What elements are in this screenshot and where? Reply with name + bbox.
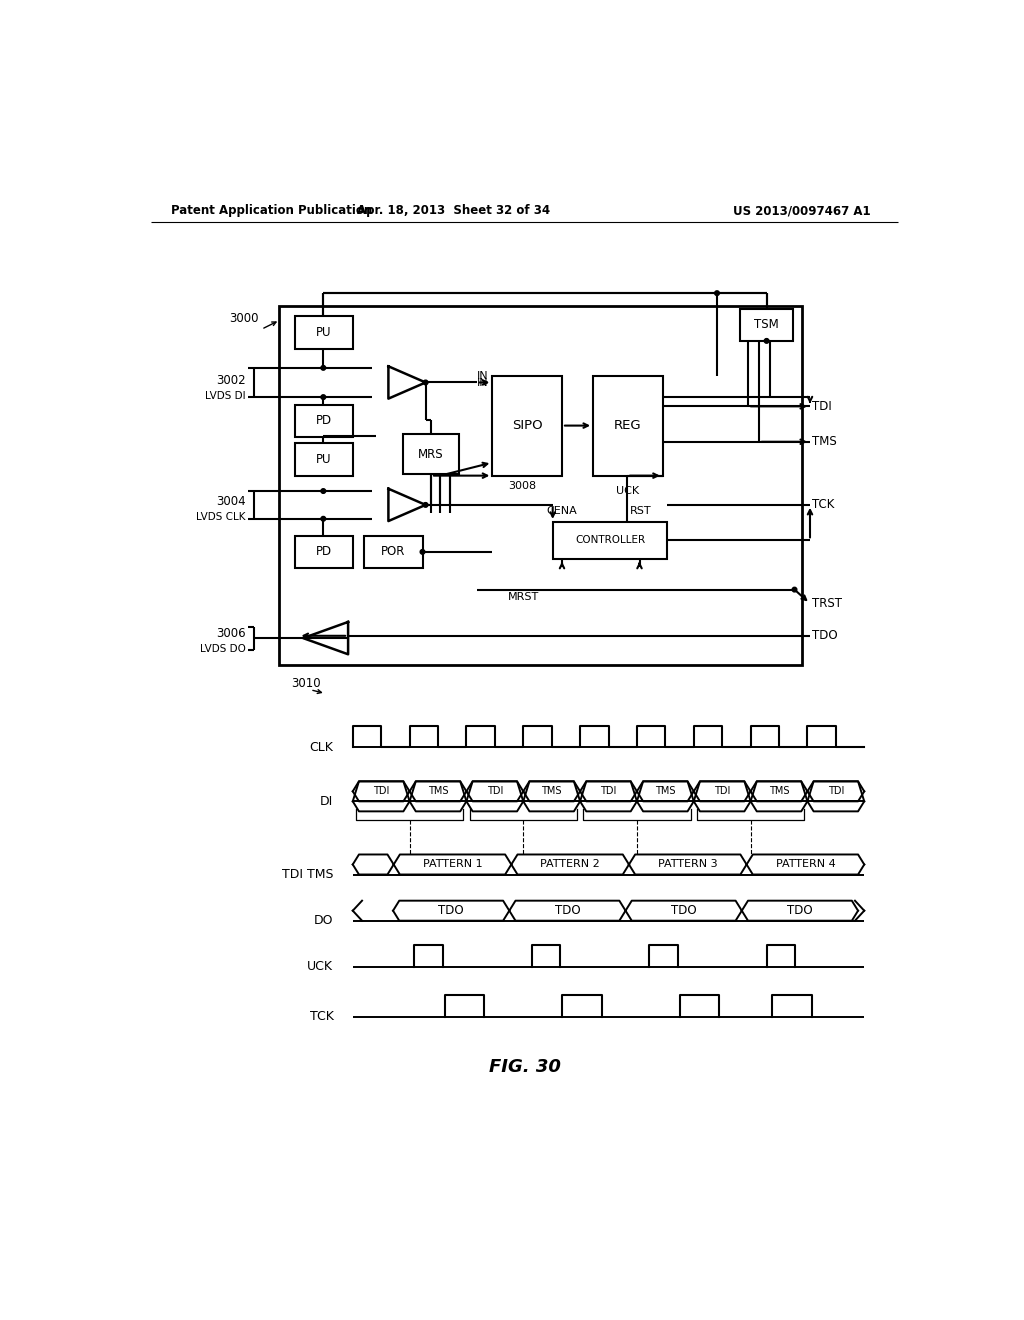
Text: TDI: TDI	[373, 787, 389, 796]
Text: 3010: 3010	[291, 677, 321, 690]
Text: TSM: TSM	[755, 318, 779, 331]
Text: IN: IN	[477, 371, 488, 380]
Circle shape	[321, 488, 326, 494]
Text: POR: POR	[381, 545, 406, 558]
Bar	[740, 309, 793, 341]
Text: Apr. 18, 2013  Sheet 32 of 34: Apr. 18, 2013 Sheet 32 of 34	[357, 205, 550, 218]
Text: LVDS DI: LVDS DI	[205, 391, 246, 400]
Text: TMS: TMS	[769, 787, 790, 796]
Circle shape	[423, 380, 428, 385]
Text: CENA: CENA	[547, 506, 578, 516]
Circle shape	[423, 503, 428, 507]
Circle shape	[321, 516, 326, 521]
Bar	[280, 306, 802, 665]
Text: TDO: TDO	[812, 630, 838, 643]
Circle shape	[715, 290, 719, 296]
Text: UCK: UCK	[307, 961, 334, 973]
Text: DO: DO	[314, 915, 334, 927]
Text: LVDS DO: LVDS DO	[200, 644, 246, 653]
Text: TDO: TDO	[787, 904, 813, 917]
Text: 3008: 3008	[508, 482, 536, 491]
Text: CLK: CLK	[309, 741, 334, 754]
Text: IN: IN	[477, 379, 488, 388]
Circle shape	[793, 587, 797, 591]
Text: PU: PU	[316, 326, 332, 339]
Text: TDI TMS: TDI TMS	[282, 869, 334, 880]
Text: TDI: TDI	[486, 787, 503, 796]
Text: PATTERN 2: PATTERN 2	[541, 859, 600, 870]
Text: TMS: TMS	[812, 436, 837, 449]
Text: TDI: TDI	[714, 787, 730, 796]
Text: PD: PD	[315, 414, 332, 428]
Bar	[553, 521, 668, 558]
Text: TMS: TMS	[542, 787, 562, 796]
Bar	[365, 536, 423, 568]
Text: TRST: TRST	[812, 597, 842, 610]
Text: PATTERN 3: PATTERN 3	[658, 859, 718, 870]
Bar	[295, 317, 352, 348]
Bar	[593, 376, 663, 475]
Text: 3006: 3006	[216, 627, 246, 640]
Text: 3004: 3004	[216, 495, 246, 508]
Text: TCK: TCK	[309, 1010, 334, 1023]
Text: DI: DI	[321, 795, 334, 808]
Text: MRS: MRS	[418, 447, 443, 461]
Text: PATTERN 4: PATTERN 4	[775, 859, 836, 870]
Bar	[295, 444, 352, 475]
Circle shape	[764, 339, 769, 343]
Text: PD: PD	[315, 545, 332, 558]
Bar	[493, 376, 562, 475]
Text: TDO: TDO	[671, 904, 696, 917]
Text: TMS: TMS	[655, 787, 676, 796]
Bar	[295, 405, 352, 437]
Text: UCK: UCK	[615, 486, 639, 496]
Bar	[295, 536, 352, 568]
Text: TDI: TDI	[812, 400, 831, 413]
Text: MRST: MRST	[508, 593, 539, 602]
Text: TCK: TCK	[812, 499, 834, 511]
Text: FIG. 30: FIG. 30	[488, 1059, 561, 1076]
Text: TDI: TDI	[827, 787, 844, 796]
Text: REG: REG	[614, 418, 642, 432]
Text: TDI: TDI	[600, 787, 616, 796]
Text: Patent Application Publication: Patent Application Publication	[171, 205, 372, 218]
Circle shape	[420, 549, 425, 554]
Text: RST: RST	[630, 506, 652, 516]
Text: US 2013/0097467 A1: US 2013/0097467 A1	[733, 205, 871, 218]
Text: PU: PU	[316, 453, 332, 466]
Text: PATTERN 1: PATTERN 1	[423, 859, 482, 870]
Text: 3000: 3000	[228, 312, 258, 325]
Bar	[403, 434, 459, 474]
Text: LVDS CLK: LVDS CLK	[197, 512, 246, 523]
Text: TDO: TDO	[555, 904, 581, 917]
Text: TDO: TDO	[438, 904, 464, 917]
Text: SIPO: SIPO	[512, 418, 543, 432]
Text: 3002: 3002	[216, 374, 246, 387]
Circle shape	[321, 395, 326, 400]
Text: TMS: TMS	[428, 787, 449, 796]
Text: CONTROLLER: CONTROLLER	[575, 536, 645, 545]
Circle shape	[321, 366, 326, 370]
